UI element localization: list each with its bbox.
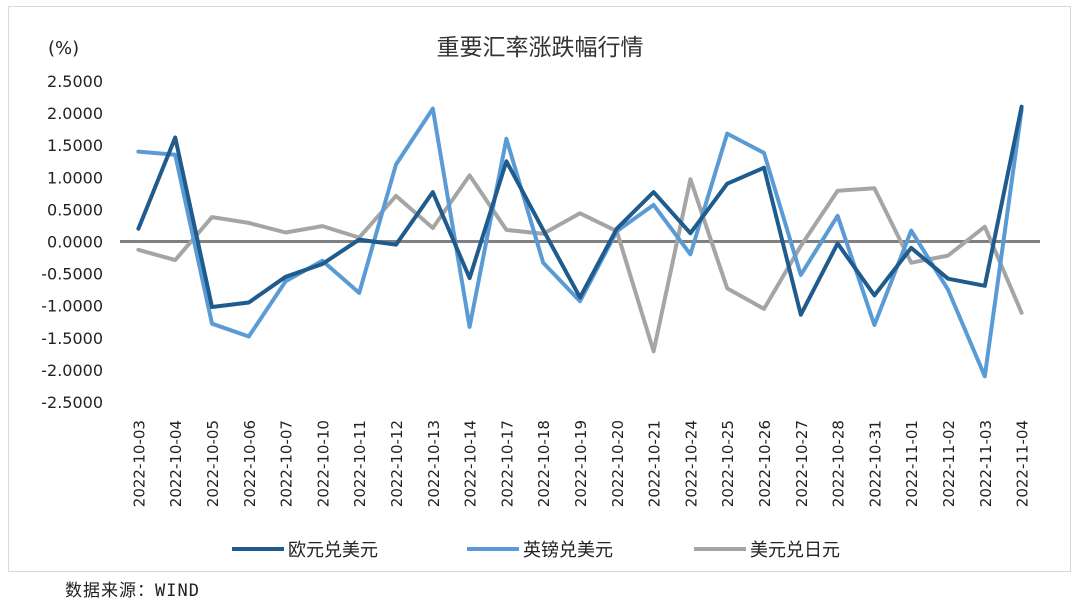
x-tick-label: 2022-10-28: [830, 420, 848, 507]
y-axis-unit: (%): [48, 38, 79, 59]
x-tick-label: 2022-10-10: [314, 420, 332, 507]
y-tick-label: -0.5000: [41, 265, 103, 284]
x-tick-label: 2022-11-04: [1014, 420, 1032, 507]
x-tick-label: 2022-10-14: [462, 420, 480, 507]
y-tick-label: -1.0000: [41, 297, 103, 316]
series-line-0: [136, 104, 1024, 317]
x-tick-label: 2022-10-05: [204, 420, 222, 507]
x-tick-label: 2022-10-24: [682, 420, 700, 507]
x-tick-label: 2022-10-21: [646, 420, 664, 507]
y-axis-ticks: 2.5000 2.0000 1.5000 1.0000 0.5000 0.0000 -0.5…: [41, 72, 103, 412]
x-tick-label: 2022-10-31: [866, 420, 884, 507]
chart-title: 重要汇率涨跌幅行情: [437, 35, 644, 61]
x-tick-label: 2022-10-20: [609, 420, 627, 507]
x-tick-label: 2022-10-26: [756, 420, 774, 507]
x-tick-label: 2022-10-04: [167, 420, 185, 507]
x-tick-label: 2022-10-13: [425, 420, 443, 507]
y-tick-label: -2.5000: [41, 393, 103, 412]
x-tick-label: 2022-10-12: [388, 420, 406, 507]
x-tick-label: 2022-10-17: [498, 420, 516, 507]
x-tick-label: 2022-10-19: [572, 420, 590, 507]
chart-frame: [8, 6, 1071, 572]
x-tick-label: 2022-10-18: [535, 420, 553, 507]
y-tick-label: 1.0000: [47, 168, 103, 187]
y-tick-label: 0.0000: [47, 233, 103, 252]
series-lines: [136, 104, 1024, 379]
y-tick-label: 2.0000: [47, 104, 103, 123]
source-note: 数据来源：WIND: [65, 581, 200, 601]
y-tick-label: -2.0000: [41, 361, 103, 380]
legend-label: 美元兑日元: [750, 540, 840, 561]
x-tick-label: 2022-10-25: [719, 420, 737, 507]
x-tick-label: 2022-10-11: [351, 420, 369, 507]
legend-label: 英镑兑美元: [523, 540, 613, 561]
x-tick-label: 2022-10-07: [278, 420, 296, 507]
y-tick-label: 2.5000: [47, 72, 103, 91]
x-tick-label: 2022-10-06: [241, 420, 259, 507]
x-tick-label: 2022-10-27: [793, 420, 811, 507]
legend: 欧元兑美元 英镑兑美元 美元兑日元: [232, 540, 840, 561]
series-line-2: [136, 173, 1024, 354]
x-tick-label: 2022-11-01: [903, 420, 921, 507]
x-tick-label: 2022-11-03: [977, 420, 995, 507]
y-tick-label: 1.5000: [47, 136, 103, 155]
series-line-1: [136, 106, 1024, 379]
legend-label: 欧元兑美元: [288, 540, 378, 561]
y-tick-label: 0.5000: [47, 200, 103, 219]
x-tick-label: 2022-10-03: [130, 420, 148, 507]
x-tick-label: 2022-11-02: [940, 420, 958, 507]
x-axis-ticks: 2022-10-03 2022-10-04 2022-10-05 2022-10-06…: [130, 420, 1031, 507]
y-tick-label: -1.5000: [41, 329, 103, 348]
